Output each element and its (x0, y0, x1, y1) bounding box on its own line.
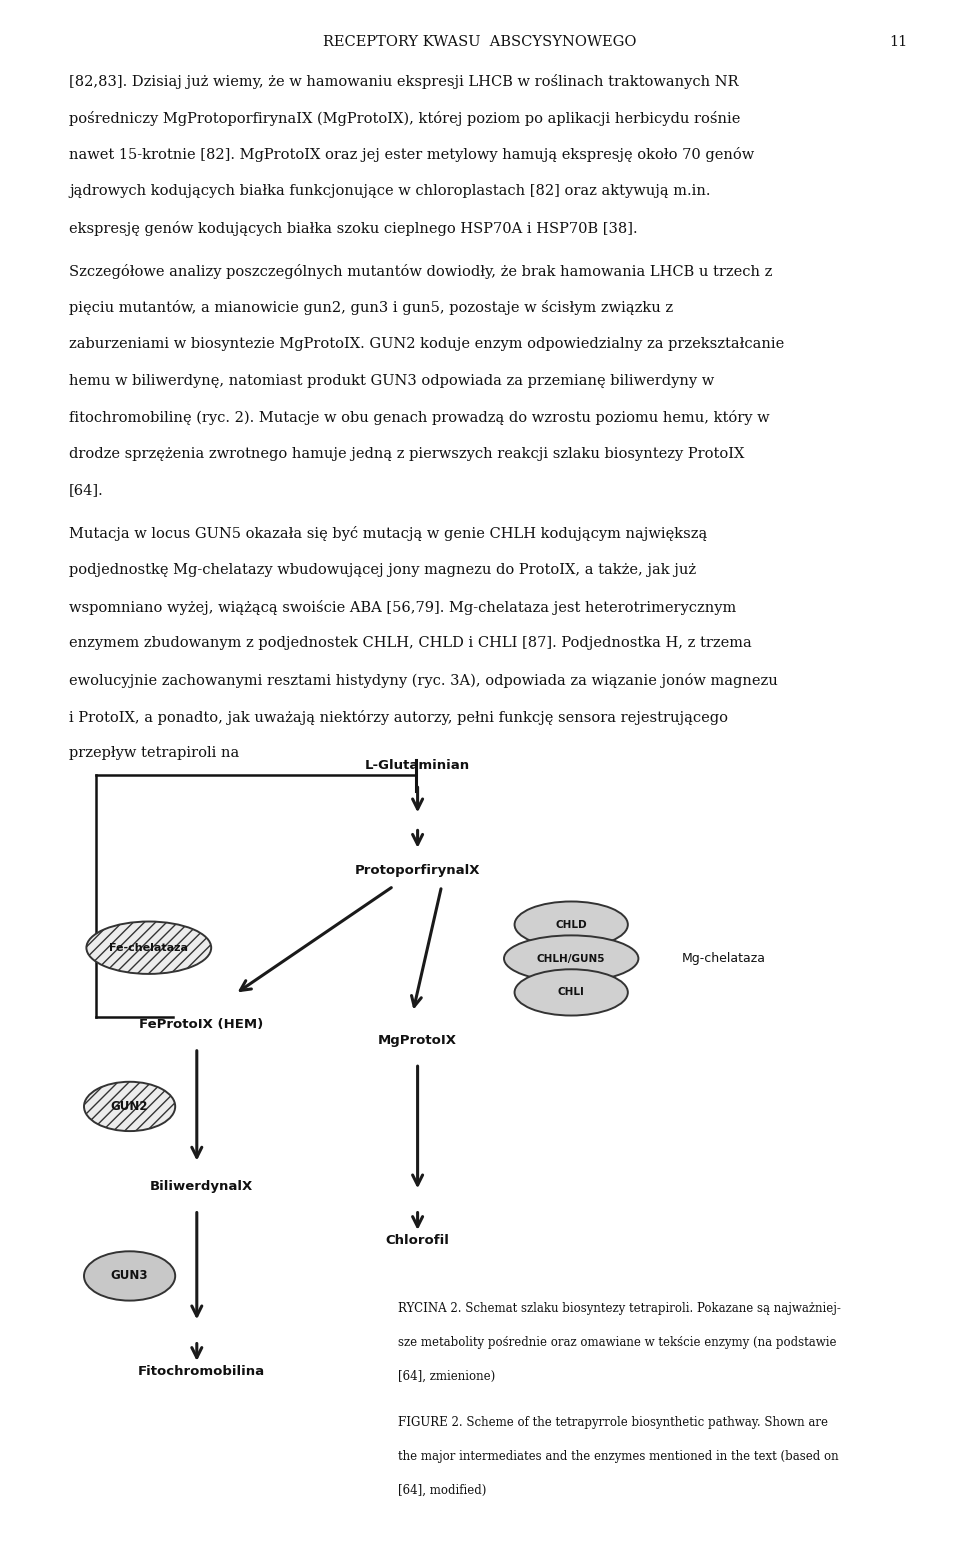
Text: enzymem zbudowanym z podjednostek CHLH, CHLD i CHLI [87]. Podjednostka H, z trze: enzymem zbudowanym z podjednostek CHLH, … (69, 636, 752, 650)
Text: [64], zmienione): [64], zmienione) (398, 1370, 495, 1382)
Ellipse shape (84, 1251, 176, 1301)
Ellipse shape (515, 901, 628, 948)
Text: ewolucyjnie zachowanymi resztami histydyny (ryc. 3A), odpowiada za wiązanie jonó: ewolucyjnie zachowanymi resztami histydy… (69, 673, 778, 689)
Text: Chlorofil: Chlorofil (386, 1234, 449, 1247)
Text: drodze sprzężenia zwrotnego hamuje jedną z pierwszych reakcji szlaku biosyntezy : drodze sprzężenia zwrotnego hamuje jedną… (69, 447, 745, 461)
Text: L-Glutaminian: L-Glutaminian (365, 760, 470, 772)
Text: BiliwerdynalX: BiliwerdynalX (150, 1180, 253, 1193)
Text: GUN2: GUN2 (110, 1100, 149, 1113)
Text: MgProtoIX: MgProtoIX (378, 1034, 457, 1046)
Text: CHLI: CHLI (558, 988, 585, 997)
Text: ekspresję genów kodujących białka szoku cieplnego HSP70A i HSP70B [38].: ekspresję genów kodujących białka szoku … (69, 220, 637, 236)
Ellipse shape (515, 969, 628, 1016)
Text: pięciu mutantów, a mianowicie gun2, gun3 i gun5, pozostaje w ścisłym związku z: pięciu mutantów, a mianowicie gun2, gun3… (69, 300, 673, 316)
Ellipse shape (504, 935, 638, 982)
Text: fitochromobilinę (ryc. 2). Mutacje w obu genach prowadzą do wzrostu poziomu hemu: fitochromobilinę (ryc. 2). Mutacje w obu… (69, 410, 770, 425)
Text: 11: 11 (889, 35, 907, 49)
Text: Mutacja w locus GUN5 okazała się być mutacją w genie CHLH kodującym największą: Mutacja w locus GUN5 okazała się być mut… (69, 527, 708, 541)
Text: Mg-chelataza: Mg-chelataza (682, 952, 765, 965)
Text: wspomniano wyżej, wiążącą swoiście ABA [56,79]. Mg-chelataza jest heterotrimeryc: wspomniano wyżej, wiążącą swoiście ABA [… (69, 599, 736, 615)
Text: pośredniczy MgProtoporfirynaIX (MgProtoIX), której poziom po aplikacji herbicydu: pośredniczy MgProtoporfirynaIX (MgProtoI… (69, 111, 740, 126)
Text: [64].: [64]. (69, 484, 104, 498)
Text: podjednostkę Mg-chelatazy wbudowującej jony magnezu do ProtoIX, a także, jak już: podjednostkę Mg-chelatazy wbudowującej j… (69, 562, 696, 576)
Text: Szczegółowe analizy poszczególnych mutantów dowiodły, że brak hamowania LHCB u t: Szczegółowe analizy poszczególnych mutan… (69, 264, 773, 279)
Text: CHLH/GUN5: CHLH/GUN5 (537, 954, 606, 963)
Text: [64], modified): [64], modified) (398, 1484, 487, 1496)
Text: [82,83]. Dzisiaj już wiemy, że w hamowaniu ekspresji LHCB w roślinach traktowany: [82,83]. Dzisiaj już wiemy, że w hamowan… (69, 74, 738, 89)
Text: jądrowych kodujących białka funkcjonujące w chloroplastach [82] oraz aktywują m.: jądrowych kodujących białka funkcjonując… (69, 183, 710, 197)
Text: hemu w biliwerdynę, natomiast produkt GUN3 odpowiada za przemianę biliwerdyny w: hemu w biliwerdynę, natomiast produkt GU… (69, 373, 714, 387)
Text: FeProtoIX (HEM): FeProtoIX (HEM) (139, 1019, 264, 1031)
Text: RECEPTORY KWASU  ABSCYSYNOWEGO: RECEPTORY KWASU ABSCYSYNOWEGO (324, 35, 636, 49)
Text: the major intermediates and the enzymes mentioned in the text (based on: the major intermediates and the enzymes … (398, 1450, 839, 1462)
Ellipse shape (86, 922, 211, 974)
Text: CHLD: CHLD (556, 920, 587, 929)
Text: GUN3: GUN3 (110, 1270, 149, 1282)
Text: FIGURE 2. Scheme of the tetrapyrrole biosynthetic pathway. Shown are: FIGURE 2. Scheme of the tetrapyrrole bio… (398, 1416, 828, 1429)
Text: zaburzeniami w biosyntezie MgProtoIX. GUN2 koduje enzym odpowiedzialny za przeks: zaburzeniami w biosyntezie MgProtoIX. GU… (69, 337, 784, 351)
Text: i ProtoIX, a ponadto, jak uważają niektórzy autorzy, pełni funkcję sensora rejes: i ProtoIX, a ponadto, jak uważają niektó… (69, 710, 728, 724)
Text: RYCINA 2. Schemat szlaku biosyntezy tetrapiroli. Pokazane są najważniej-: RYCINA 2. Schemat szlaku biosyntezy tetr… (398, 1302, 841, 1314)
Text: nawet 15-krotnie [82]. MgProtoIX oraz jej ester metylowy hamują ekspresję około : nawet 15-krotnie [82]. MgProtoIX oraz je… (69, 148, 755, 162)
Text: sze metabolity pośrednie oraz omawiane w tekście enzymy (na podstawie: sze metabolity pośrednie oraz omawiane w… (398, 1336, 837, 1348)
Text: Fe-chelataza: Fe-chelataza (109, 943, 188, 952)
Ellipse shape (84, 1082, 176, 1131)
Text: przepływ tetrapiroli na: przepływ tetrapiroli na (69, 746, 239, 760)
Text: Fitochromobilina: Fitochromobilina (138, 1365, 265, 1378)
Text: ProtoporfirynalX: ProtoporfirynalX (355, 865, 480, 877)
